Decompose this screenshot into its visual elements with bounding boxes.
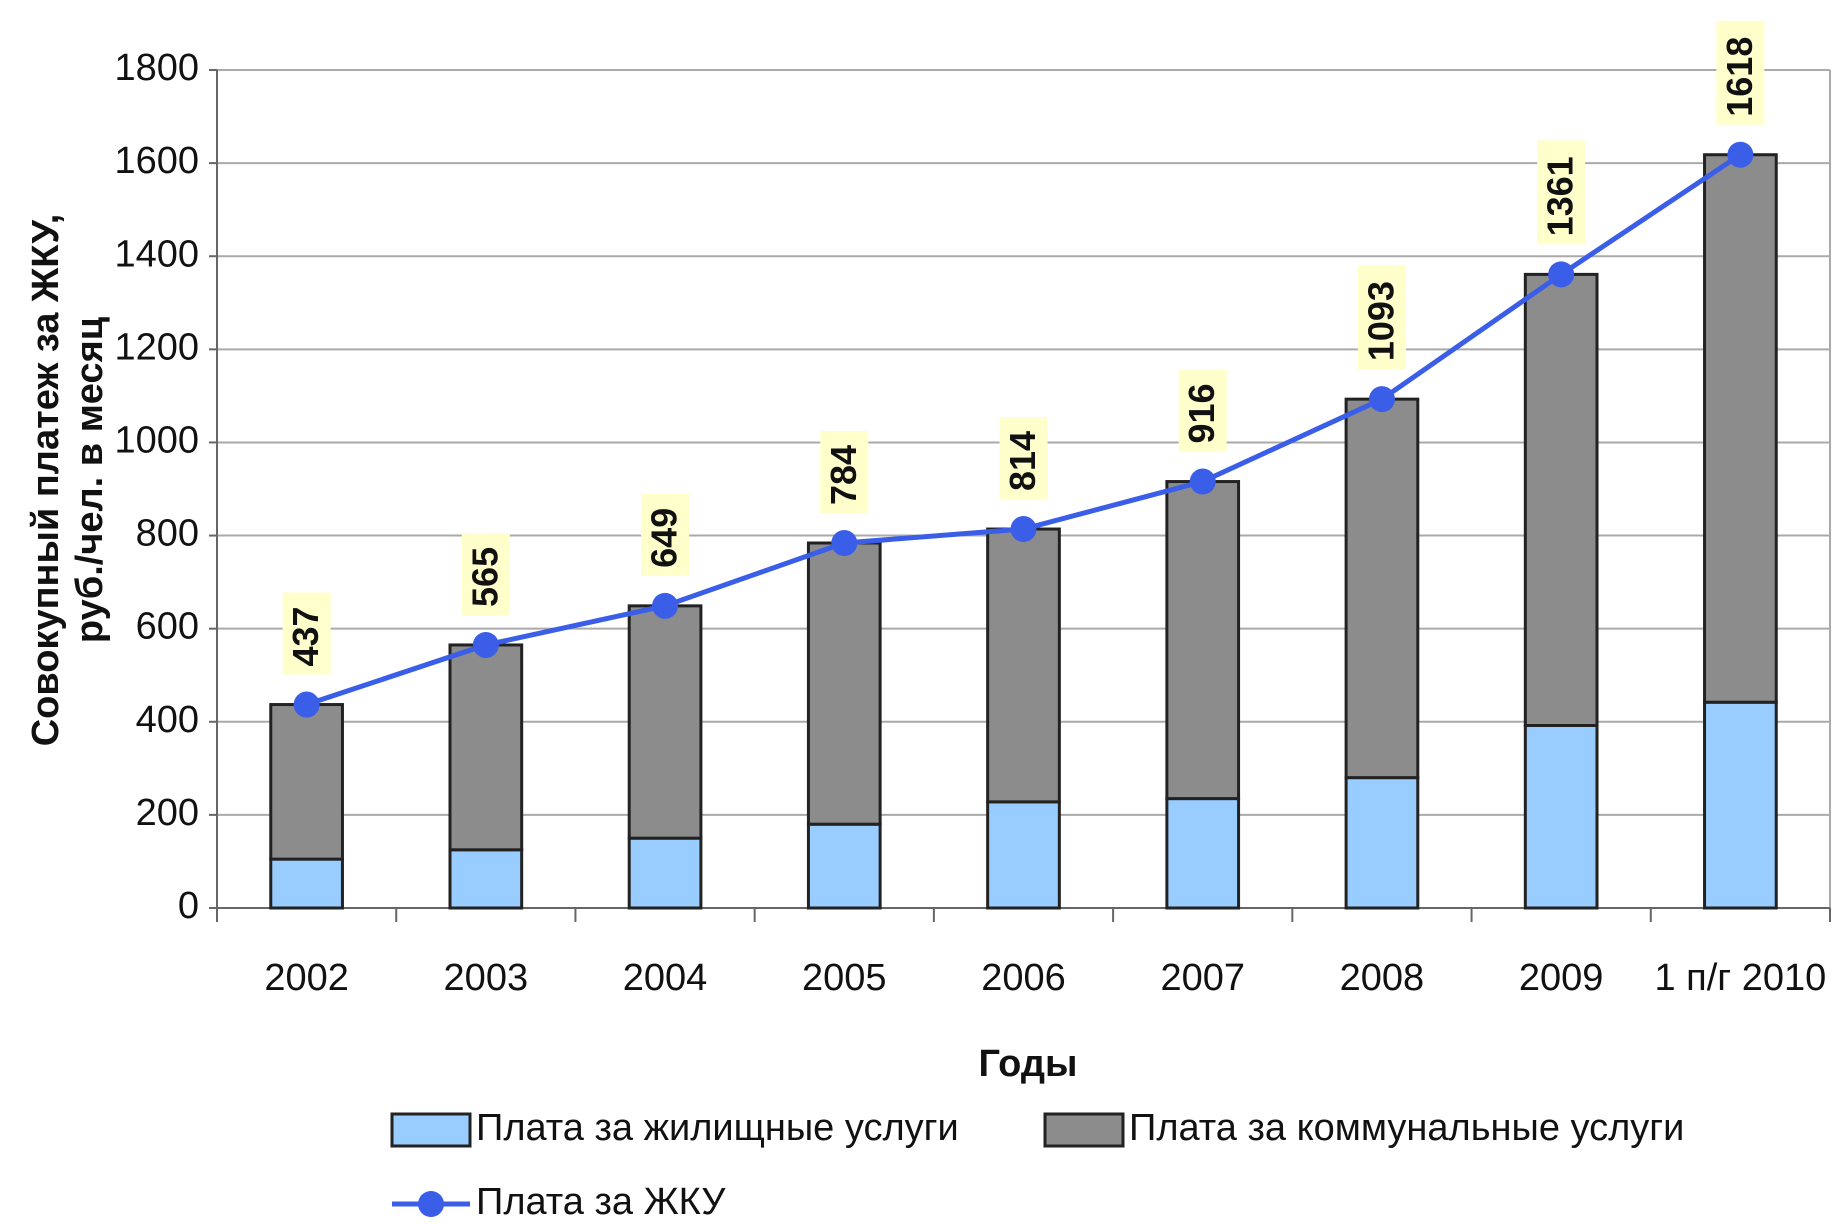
data-label: 1093 bbox=[1357, 265, 1406, 370]
legend-label: Плата за ЖКУ bbox=[476, 1181, 726, 1223]
data-label: 1361 bbox=[1537, 140, 1586, 245]
data-label-bg bbox=[1537, 140, 1586, 245]
marker bbox=[472, 631, 499, 658]
marker bbox=[1727, 141, 1754, 168]
y-axis-label: Совокупный платеж за ЖКУ, руб./чел. в ме… bbox=[25, 214, 111, 747]
x-tick-label: 2002 bbox=[264, 957, 349, 999]
data-label-text: 916 bbox=[1181, 383, 1222, 443]
data-label: 437 bbox=[282, 592, 331, 675]
legend-label: Плата за жилищные услуги bbox=[476, 1107, 959, 1149]
bar bbox=[627, 604, 703, 840]
data-label: 1618 bbox=[1716, 20, 1765, 125]
y-tick-label: 400 bbox=[136, 699, 199, 741]
data-label-bg bbox=[1178, 369, 1227, 452]
y-tick-label: 1400 bbox=[114, 233, 199, 275]
data-label-text: 565 bbox=[464, 547, 505, 607]
x-tick-label: 2004 bbox=[623, 957, 708, 999]
bar bbox=[1523, 724, 1599, 910]
y-tick-label: 0 bbox=[178, 885, 199, 927]
data-label-text: 1093 bbox=[1360, 281, 1401, 361]
x-tick-label: 2008 bbox=[1340, 957, 1425, 999]
x-tick-label: 2005 bbox=[802, 957, 887, 999]
data-label-text: 1361 bbox=[1540, 156, 1581, 236]
bar bbox=[1523, 272, 1599, 728]
data-label: 916 bbox=[1178, 369, 1227, 452]
x-tick-label: 2006 bbox=[981, 957, 1066, 999]
data-label: 649 bbox=[641, 493, 690, 576]
marker bbox=[1368, 386, 1395, 413]
marker bbox=[1548, 261, 1575, 288]
y-axis-label-line: руб./чел. в месяц bbox=[69, 316, 111, 643]
data-label-text: 784 bbox=[823, 445, 864, 505]
y-tick-label: 800 bbox=[136, 513, 199, 555]
bar bbox=[806, 822, 882, 910]
data-label-bg bbox=[282, 592, 331, 675]
x-tick-label: 2003 bbox=[444, 957, 529, 999]
y-tick-label: 1800 bbox=[114, 47, 199, 89]
marker bbox=[652, 592, 679, 619]
bar bbox=[1344, 397, 1420, 780]
legend-label: Плата за коммунальные услуги bbox=[1129, 1107, 1684, 1149]
y-tick-label: 200 bbox=[136, 792, 199, 834]
bar bbox=[986, 527, 1061, 804]
data-label-bg bbox=[999, 417, 1048, 500]
bar bbox=[1344, 776, 1420, 910]
data-label-bg bbox=[641, 493, 690, 576]
marker bbox=[1189, 468, 1216, 495]
data-label-text: 814 bbox=[1002, 431, 1043, 491]
legend-marker bbox=[418, 1191, 444, 1217]
bar bbox=[1703, 700, 1778, 910]
data-label-bg bbox=[1357, 265, 1406, 370]
data-label: 814 bbox=[999, 417, 1048, 500]
marker bbox=[831, 530, 858, 557]
marker bbox=[293, 691, 320, 718]
bar bbox=[627, 836, 703, 910]
legend-swatch bbox=[390, 1112, 472, 1148]
data-label: 565 bbox=[461, 532, 510, 615]
x-tick-label: 2009 bbox=[1519, 957, 1604, 999]
x-tick-label: 2007 bbox=[1160, 957, 1245, 999]
data-label-bg bbox=[1716, 20, 1765, 125]
y-axis-label-line: Совокупный платеж за ЖКУ, bbox=[25, 214, 67, 747]
data-label-text: 1618 bbox=[1719, 37, 1760, 117]
y-tick-label: 1000 bbox=[114, 419, 199, 461]
x-tick-label: 1 п/г 2010 bbox=[1654, 957, 1826, 999]
bar bbox=[448, 848, 524, 910]
y-tick-label: 600 bbox=[136, 606, 199, 648]
legend-swatch bbox=[1043, 1112, 1125, 1148]
bar bbox=[448, 643, 524, 852]
bar bbox=[1703, 153, 1778, 704]
y-tick-label: 1200 bbox=[114, 326, 199, 368]
bar bbox=[269, 857, 344, 910]
data-label: 784 bbox=[820, 431, 869, 514]
x-axis-label: Годы bbox=[979, 1043, 1078, 1085]
bar bbox=[806, 541, 882, 826]
data-label-text: 649 bbox=[644, 508, 685, 568]
bar bbox=[269, 703, 344, 861]
bar bbox=[1165, 797, 1241, 910]
data-label-text: 437 bbox=[285, 606, 326, 666]
y-tick-label: 1600 bbox=[114, 140, 199, 182]
data-label-bg bbox=[820, 431, 869, 514]
bar bbox=[1165, 480, 1241, 801]
marker bbox=[1010, 516, 1037, 543]
bar bbox=[986, 800, 1061, 910]
data-label-bg bbox=[461, 532, 510, 615]
